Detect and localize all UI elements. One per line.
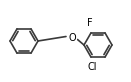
Text: F: F: [87, 18, 93, 28]
Text: O: O: [68, 33, 76, 43]
Text: Cl: Cl: [87, 62, 97, 72]
